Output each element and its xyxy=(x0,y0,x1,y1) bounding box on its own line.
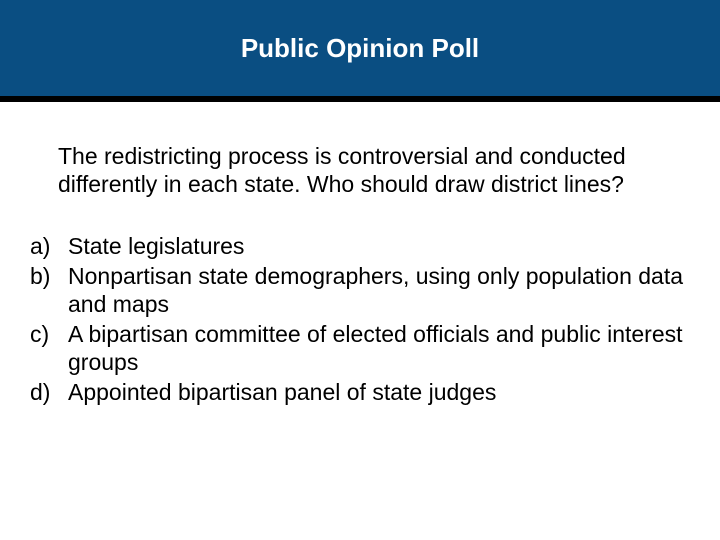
option-text: Nonpartisan state demographers, using on… xyxy=(68,262,690,318)
option-row: b) Nonpartisan state demographers, using… xyxy=(30,262,690,318)
option-letter: c) xyxy=(30,320,68,348)
option-row: c) A bipartisan committee of elected off… xyxy=(30,320,690,376)
question-block: The redistricting process is controversi… xyxy=(0,102,720,218)
header-title: Public Opinion Poll xyxy=(241,33,479,64)
header-band: Public Opinion Poll xyxy=(0,0,720,102)
option-row: a) State legislatures xyxy=(30,232,690,260)
option-text: State legislatures xyxy=(68,232,690,260)
option-row: d) Appointed bipartisan panel of state j… xyxy=(30,378,690,406)
option-letter: b) xyxy=(30,262,68,290)
question-text: The redistricting process is controversi… xyxy=(58,142,662,198)
options-list: a) State legislatures b) Nonpartisan sta… xyxy=(0,218,720,406)
option-letter: a) xyxy=(30,232,68,260)
option-letter: d) xyxy=(30,378,68,406)
option-text: A bipartisan committee of elected offici… xyxy=(68,320,690,376)
option-text: Appointed bipartisan panel of state judg… xyxy=(68,378,690,406)
